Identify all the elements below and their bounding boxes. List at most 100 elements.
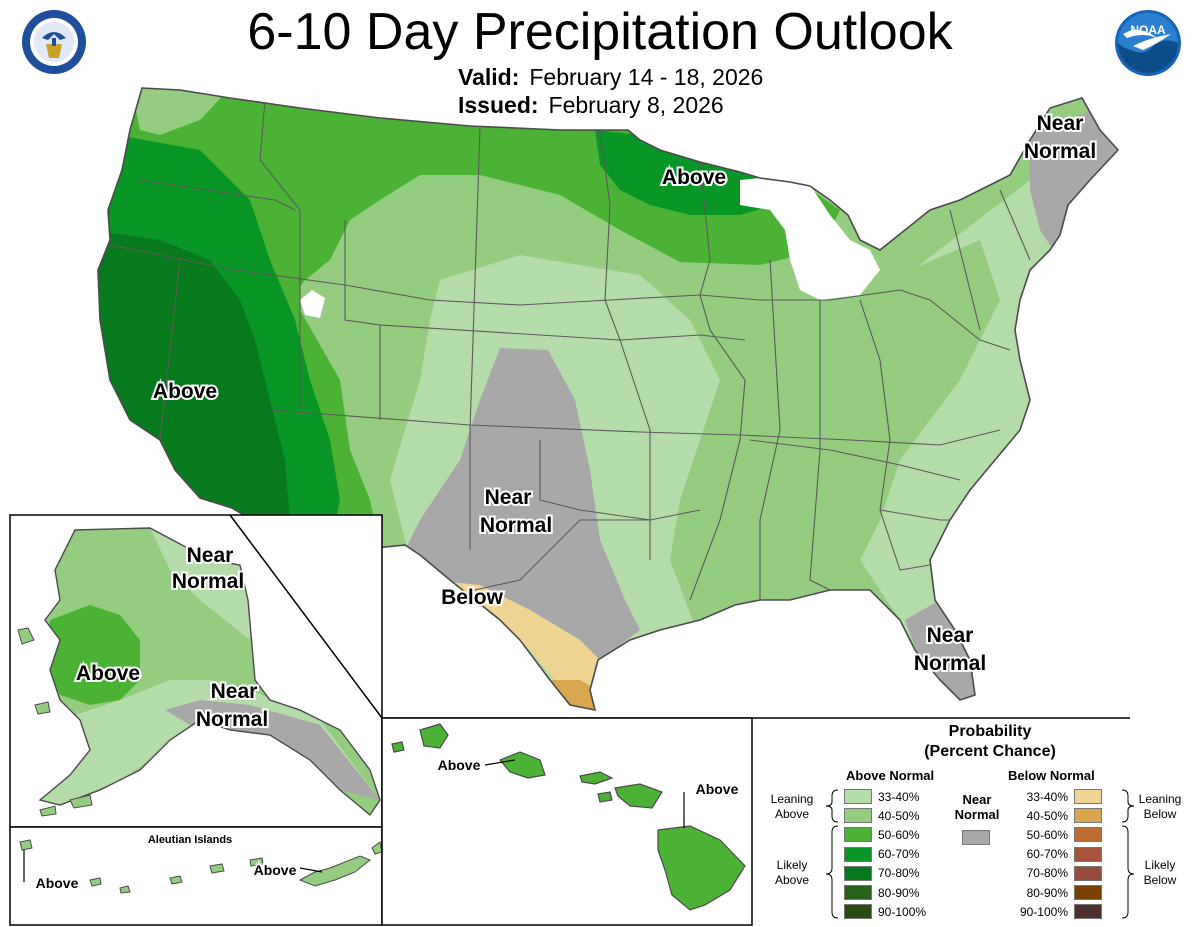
legend-above-row: 40-50% bbox=[844, 807, 936, 824]
florida-normal-label: Normal bbox=[914, 652, 986, 675]
northeast-normal-label: Normal bbox=[1024, 140, 1096, 163]
legend-below-row: 60-70% bbox=[1010, 846, 1102, 863]
legend-likely-above-label: Likely Above bbox=[764, 858, 820, 888]
texas-below-label: Below bbox=[441, 586, 504, 609]
legend-below-swatch bbox=[1074, 846, 1102, 862]
state-boundaries bbox=[109, 99, 1031, 601]
legend-above-range: 70-80% bbox=[878, 866, 920, 881]
legend-near-label: Near Normal bbox=[952, 792, 1002, 822]
brace-likely-above bbox=[825, 825, 839, 919]
legend-above-swatch bbox=[844, 808, 872, 824]
leaning-below-line2: Below bbox=[1143, 807, 1177, 821]
leaning-below-line1: Leaning bbox=[1138, 792, 1182, 806]
legend-below-range: 80-90% bbox=[1026, 885, 1068, 900]
legend-braces bbox=[825, 789, 1135, 919]
conus-north-above-label: Above bbox=[662, 166, 726, 189]
legend-below-range: 70-80% bbox=[1026, 866, 1068, 881]
plains-normal-label: Normal bbox=[480, 514, 552, 537]
legend-above-range: 33-40% bbox=[878, 789, 920, 804]
legend-near-line1: Near bbox=[962, 792, 992, 807]
legend-above-range: 80-90% bbox=[878, 885, 920, 900]
legend-above-range: 40-50% bbox=[878, 808, 920, 823]
legend: Probability (Percent Chance) Above Norma… bbox=[760, 720, 1200, 927]
legend-below-row: 70-80% bbox=[1010, 865, 1102, 882]
likely-below-line2: Below bbox=[1143, 873, 1177, 887]
legend-above-header: Above Normal bbox=[846, 768, 935, 783]
alaska-north-near-label: Near bbox=[187, 544, 234, 567]
legend-above-swatch bbox=[844, 789, 872, 804]
legend-near-swatch bbox=[962, 830, 990, 845]
legend-below-swatch bbox=[1074, 789, 1102, 804]
legend-title-line2: (Percent Chance) bbox=[924, 743, 1056, 760]
legend-above-row: 60-70% bbox=[844, 846, 936, 863]
likely-above-line2: Above bbox=[774, 873, 810, 887]
alaska-south-near-label: Near bbox=[211, 680, 258, 703]
hawaii-pointer-left bbox=[484, 759, 516, 766]
aleutian-pointer-right bbox=[299, 867, 323, 873]
valid-dates: Valid: February 14 - 18, 2026 bbox=[458, 64, 763, 90]
hawaii-above-left-label: Above bbox=[438, 757, 481, 773]
issued-value: February 8, 2026 bbox=[548, 92, 724, 118]
legend-near-line2: Normal bbox=[954, 807, 1000, 822]
alaska-north-normal-label: Normal bbox=[172, 570, 244, 593]
legend-below-range: 33-40% bbox=[1026, 789, 1068, 804]
leaning-above-line1: Leaning bbox=[770, 792, 814, 806]
legend-leaning-below-label: Leaning Below bbox=[1132, 792, 1188, 822]
aleutian-above-left-label: Above bbox=[36, 875, 79, 891]
legend-below-range: 90-100% bbox=[1019, 904, 1068, 919]
legend-below-swatch bbox=[1074, 865, 1102, 881]
plains-near-label: Near bbox=[485, 486, 532, 509]
conus-west-above-label: Above bbox=[153, 380, 217, 403]
legend-above-swatch bbox=[844, 885, 872, 900]
legend-leaning-above-label: Leaning Above bbox=[764, 792, 820, 822]
noaa-logo-icon: NOAA bbox=[1115, 10, 1181, 76]
alaska-south-normal-label: Normal bbox=[196, 708, 268, 731]
legend-below-swatch bbox=[1074, 808, 1102, 824]
brace-likely-below bbox=[1121, 825, 1135, 919]
legend-above-swatch bbox=[844, 904, 872, 920]
legend-above-row: 80-90% bbox=[844, 884, 936, 901]
hawaii-islands bbox=[391, 723, 746, 911]
doc-seal-icon bbox=[22, 10, 86, 74]
brace-leaning-below bbox=[1121, 789, 1135, 823]
legend-below-row: 33-40% bbox=[1010, 788, 1102, 805]
legend-above-swatch bbox=[844, 865, 872, 881]
legend-title-line1: Probability bbox=[948, 723, 1032, 740]
legend-below-row: 80-90% bbox=[1010, 884, 1102, 901]
map-title: 6-10 Day Precipitation Outlook bbox=[247, 3, 953, 61]
legend-below-swatch bbox=[1074, 904, 1102, 920]
legend-below-header: Below Normal bbox=[1008, 768, 1095, 783]
valid-label: Valid: bbox=[458, 64, 520, 90]
hawaii-above-right-label: Above bbox=[696, 781, 739, 797]
brace-leaning-above bbox=[825, 789, 839, 823]
legend-likely-below-label: Likely Below bbox=[1132, 858, 1188, 888]
legend-below-range: 50-60% bbox=[1026, 827, 1068, 842]
legend-below-swatch bbox=[1074, 827, 1102, 843]
northeast-near-label: Near bbox=[1037, 112, 1084, 135]
alaska-above-label: Above bbox=[76, 662, 140, 685]
likely-below-line1: Likely bbox=[1144, 858, 1176, 872]
issued-date: Issued: February 8, 2026 bbox=[458, 92, 724, 118]
aleutian-title-label: Aleutian Islands bbox=[148, 834, 232, 846]
legend-below-row: 50-60% bbox=[1010, 826, 1102, 843]
likely-above-line1: Likely bbox=[776, 858, 808, 872]
legend-above-range: 90-100% bbox=[878, 904, 927, 919]
svg-text:NOAA: NOAA bbox=[1130, 23, 1166, 37]
leaning-above-line2: Above bbox=[774, 807, 810, 821]
legend-below-swatch bbox=[1074, 885, 1102, 900]
legend-above-swatch bbox=[844, 846, 872, 862]
legend-above-row: 33-40% bbox=[844, 788, 936, 805]
legend-below-range: 40-50% bbox=[1026, 808, 1068, 823]
legend-above-range: 60-70% bbox=[878, 847, 920, 862]
legend-above-row: 70-80% bbox=[844, 865, 936, 882]
florida-near-label: Near bbox=[927, 624, 974, 647]
legend-above-swatch bbox=[844, 827, 872, 843]
issued-label: Issued: bbox=[458, 92, 539, 118]
valid-value: February 14 - 18, 2026 bbox=[529, 64, 764, 90]
legend-above-row: 50-60% bbox=[844, 826, 936, 843]
legend-above-row: 90-100% bbox=[844, 903, 936, 920]
legend-below-row: 90-100% bbox=[1010, 903, 1102, 920]
legend-below-row: 40-50% bbox=[1010, 807, 1102, 824]
aleutian-above-right-label: Above bbox=[254, 862, 297, 878]
